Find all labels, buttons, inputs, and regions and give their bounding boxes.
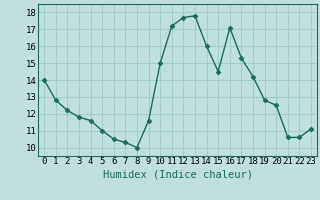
X-axis label: Humidex (Indice chaleur): Humidex (Indice chaleur) [103,169,252,179]
